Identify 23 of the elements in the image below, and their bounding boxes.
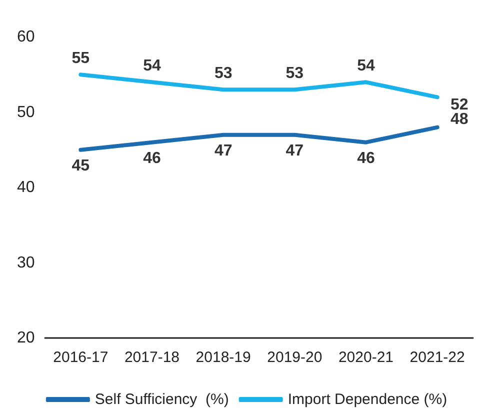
legend-label: Import Dependence (%) xyxy=(288,391,448,408)
y-tick-label: 30 xyxy=(17,254,35,272)
x-tick-label: 2020-21 xyxy=(338,349,394,366)
data-label: 54 xyxy=(143,58,161,75)
legend-label: Self Sufficiency (%) xyxy=(94,391,229,408)
y-tick-label: 40 xyxy=(17,179,35,196)
y-tick-label: 20 xyxy=(17,330,35,346)
data-label: 53 xyxy=(214,65,232,82)
x-tick-label: 2017-18 xyxy=(124,349,180,366)
data-label: 47 xyxy=(214,142,232,160)
y-tick-label: 50 xyxy=(17,104,35,121)
data-label: 47 xyxy=(286,142,304,160)
data-label: 46 xyxy=(357,150,375,167)
data-label: 55 xyxy=(72,50,90,68)
data-label: 54 xyxy=(357,58,375,75)
data-label: 46 xyxy=(143,150,161,167)
x-tick-label: 2019-20 xyxy=(267,349,322,366)
data-label: 45 xyxy=(72,157,90,174)
x-tick-label: 2018-19 xyxy=(196,349,251,366)
y-tick-label: 60 xyxy=(17,28,35,46)
data-label: 53 xyxy=(286,65,304,82)
x-tick-label: 2016-17 xyxy=(53,349,108,366)
x-tick-label: 2021-22 xyxy=(410,349,465,366)
